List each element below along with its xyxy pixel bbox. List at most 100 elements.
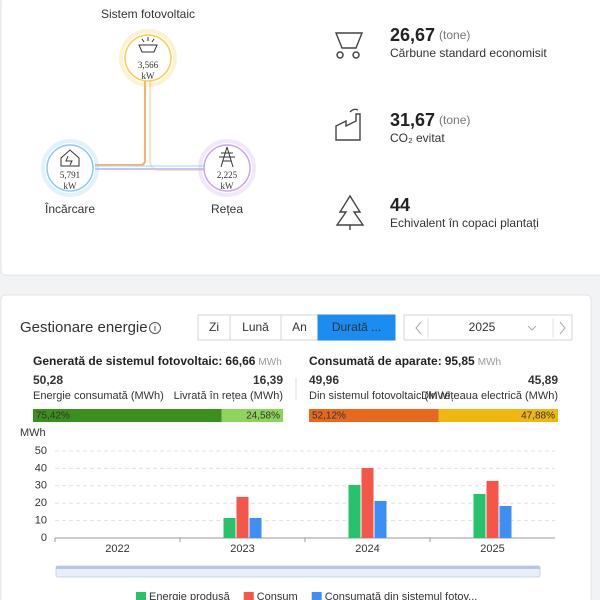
summary-label: Livrată în rețea (MWh) (174, 390, 283, 402)
bar (348, 484, 361, 538)
legend-swatch (243, 592, 254, 600)
stat-label: CO₂ evitat (390, 131, 445, 145)
node-value: 3,566 (138, 60, 159, 70)
y-tick-label: 0 (41, 532, 47, 544)
y-axis-label: MWh (20, 427, 46, 439)
tab[interactable] (317, 314, 396, 341)
x-tick-label: 2025 (480, 543, 504, 555)
stat-icon (334, 32, 364, 59)
y-tick-label: 40 (35, 462, 47, 474)
text-part: 26,67 (390, 25, 435, 45)
node-label: Rețea (211, 202, 243, 216)
summary-label: Din rețeaua electrică (MWh) (421, 390, 558, 402)
legend-label: Consum (257, 591, 298, 600)
bar (374, 500, 387, 538)
text-part: (tone) (439, 113, 470, 127)
summary-value: 50,28 (33, 373, 63, 387)
stat-label: Cărbune standard economisit (390, 46, 547, 60)
text-part: MWh (478, 357, 501, 368)
text-part: 44 (390, 195, 410, 215)
bar (236, 496, 249, 538)
bar (486, 480, 499, 538)
bar (499, 505, 512, 538)
tab[interactable] (197, 314, 231, 341)
stat-icon (335, 108, 361, 141)
share-bar (438, 409, 558, 422)
node-label: Încărcare (44, 201, 95, 216)
node (203, 144, 251, 192)
bar (473, 493, 486, 538)
flow-card (0, 0, 600, 276)
next-arrow[interactable] (559, 321, 566, 335)
tower-icon (219, 146, 235, 168)
summary-value: 45,89 (528, 373, 558, 387)
stat-value: 26,67 (tone) (390, 25, 470, 45)
node-halo (198, 139, 256, 197)
summary-label: Energie consumată (MWh) (33, 390, 164, 402)
tab-label: An (292, 320, 307, 334)
x-tick-label: 2023 (230, 543, 254, 555)
share-label: 24,58% (246, 411, 280, 422)
year: 2025 (469, 320, 496, 334)
summary-value: 16,39 (253, 373, 283, 387)
energy-card (0, 294, 592, 600)
tab-label: Zi (209, 320, 219, 334)
stat-label: Echivalent în copaci plantați (390, 216, 539, 230)
dropdown-chevron (527, 325, 537, 331)
zoom-handle (56, 566, 540, 569)
summary-title: Consumată de aparate: 95,85 MWh (309, 354, 501, 368)
node-value: 5,791 (60, 170, 80, 180)
share-bar (221, 409, 283, 422)
section-title: Gestionare energie (20, 319, 148, 336)
flow-title: Sistem fotovoltaic (101, 7, 195, 21)
flow-line (95, 80, 146, 166)
y-tick-label: 30 (35, 480, 47, 492)
legend-swatch (311, 592, 322, 600)
node-unit: kW (64, 181, 78, 191)
bar (223, 517, 236, 538)
y-tick-label: 50 (35, 445, 47, 457)
summary-label: Din sistemul fotovoltaic (MWł (309, 390, 451, 402)
text-part: 95,85 (445, 354, 475, 368)
tab[interactable] (280, 314, 319, 341)
node (124, 34, 172, 82)
legend-label: Energie produsă (149, 591, 231, 600)
year-select[interactable] (403, 314, 573, 341)
text-part: (tone) (439, 28, 470, 42)
stat-icon (335, 194, 365, 230)
x-tick-label: 2024 (355, 543, 379, 555)
text-part: MWh (258, 357, 281, 368)
text-part: Consumată de aparate: (309, 354, 442, 368)
share-bar (33, 409, 222, 422)
node-halo (41, 139, 99, 197)
stat-value: 44 (390, 195, 410, 215)
charger-icon (60, 149, 80, 167)
summary-title: Generată de sistemul fotovoltaic: 66,66 MW… (33, 354, 282, 368)
node-halo (119, 29, 177, 87)
legend-swatch (136, 592, 146, 600)
bar (249, 517, 262, 538)
y-tick-label: 20 (35, 497, 47, 509)
share-label: 75,42% (36, 411, 70, 422)
prev-arrow[interactable] (415, 321, 422, 335)
share-bar (309, 409, 439, 422)
legend-label: Consumată din sistemul fotov... (325, 591, 478, 600)
bar (361, 468, 374, 538)
x-tick-label: 2022 (105, 543, 129, 555)
share-label: 52,12% (312, 411, 346, 422)
y-tick-label: 10 (35, 515, 47, 527)
node (46, 144, 94, 192)
text-part: 31,67 (390, 110, 435, 130)
stat-value: 31,67 (tone) (390, 110, 470, 130)
text-part: Generată de sistemul fotovoltaic: (33, 354, 222, 368)
tab-label: Lună (242, 320, 269, 334)
share-label: 47,88% (521, 411, 555, 422)
info-icon (149, 322, 161, 334)
node-value: 2,225 (217, 170, 238, 180)
node-unit: kW (221, 181, 235, 191)
node-unit: kW (142, 71, 156, 81)
text-part: 66,66 (225, 354, 255, 368)
summary-value: 49,96 (309, 373, 339, 387)
